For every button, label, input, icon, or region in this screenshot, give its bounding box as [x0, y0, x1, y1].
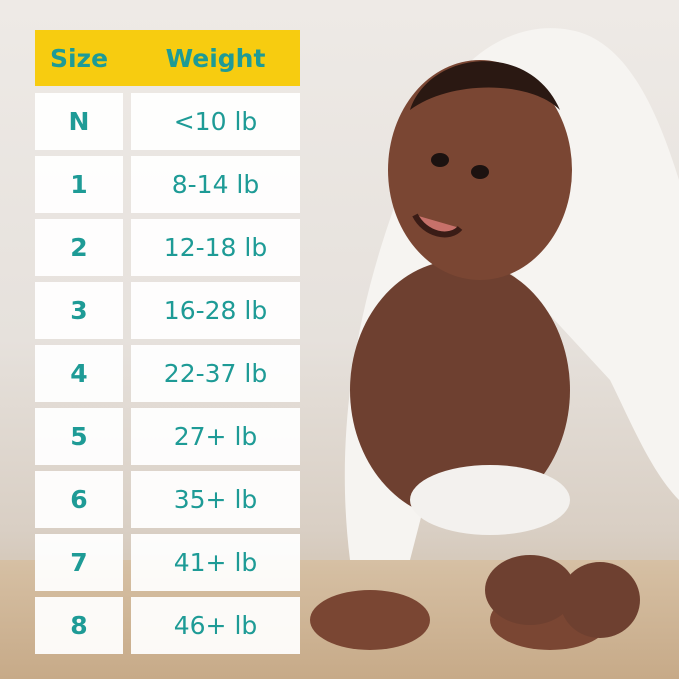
table-row: N <10 lb [35, 93, 300, 150]
table-row: 5 27+ lb [35, 408, 300, 465]
baby-body [350, 260, 570, 520]
weight-cell: 41+ lb [131, 534, 300, 591]
weight-cell: 35+ lb [131, 471, 300, 528]
size-cell: 4 [35, 345, 123, 402]
size-cell: 2 [35, 219, 123, 276]
size-cell: 7 [35, 534, 123, 591]
table-row: 2 12-18 lb [35, 219, 300, 276]
header-size: Size [49, 43, 109, 73]
weight-cell: <10 lb [131, 93, 300, 150]
size-cell: 8 [35, 597, 123, 654]
size-cell: N [35, 93, 123, 150]
table-row: 7 41+ lb [35, 534, 300, 591]
size-cell: 3 [35, 282, 123, 339]
weight-cell: 27+ lb [131, 408, 300, 465]
table-row: 8 46+ lb [35, 597, 300, 654]
weight-cell: 12-18 lb [131, 219, 300, 276]
header-weight: Weight [165, 43, 266, 73]
table-row: 3 16-28 lb [35, 282, 300, 339]
left-foot [310, 590, 430, 650]
table-row: 4 22-37 lb [35, 345, 300, 402]
weight-cell: 46+ lb [131, 597, 300, 654]
weight-cell: 16-28 lb [131, 282, 300, 339]
baby-photo [310, 28, 679, 650]
size-cell: 6 [35, 471, 123, 528]
diaper [410, 465, 570, 535]
table-row: 1 8-14 lb [35, 156, 300, 213]
weight-cell: 22-37 lb [131, 345, 300, 402]
hair [410, 61, 560, 110]
table-header: Size Weight [35, 30, 300, 86]
size-cell: 1 [35, 156, 123, 213]
table-row: 6 35+ lb [35, 471, 300, 528]
size-cell: 5 [35, 408, 123, 465]
size-chart-table: Size Weight N <10 lb 1 8-14 lb 2 12-18 lb 3 16-… [35, 30, 300, 654]
weight-cell: 8-14 lb [131, 156, 300, 213]
